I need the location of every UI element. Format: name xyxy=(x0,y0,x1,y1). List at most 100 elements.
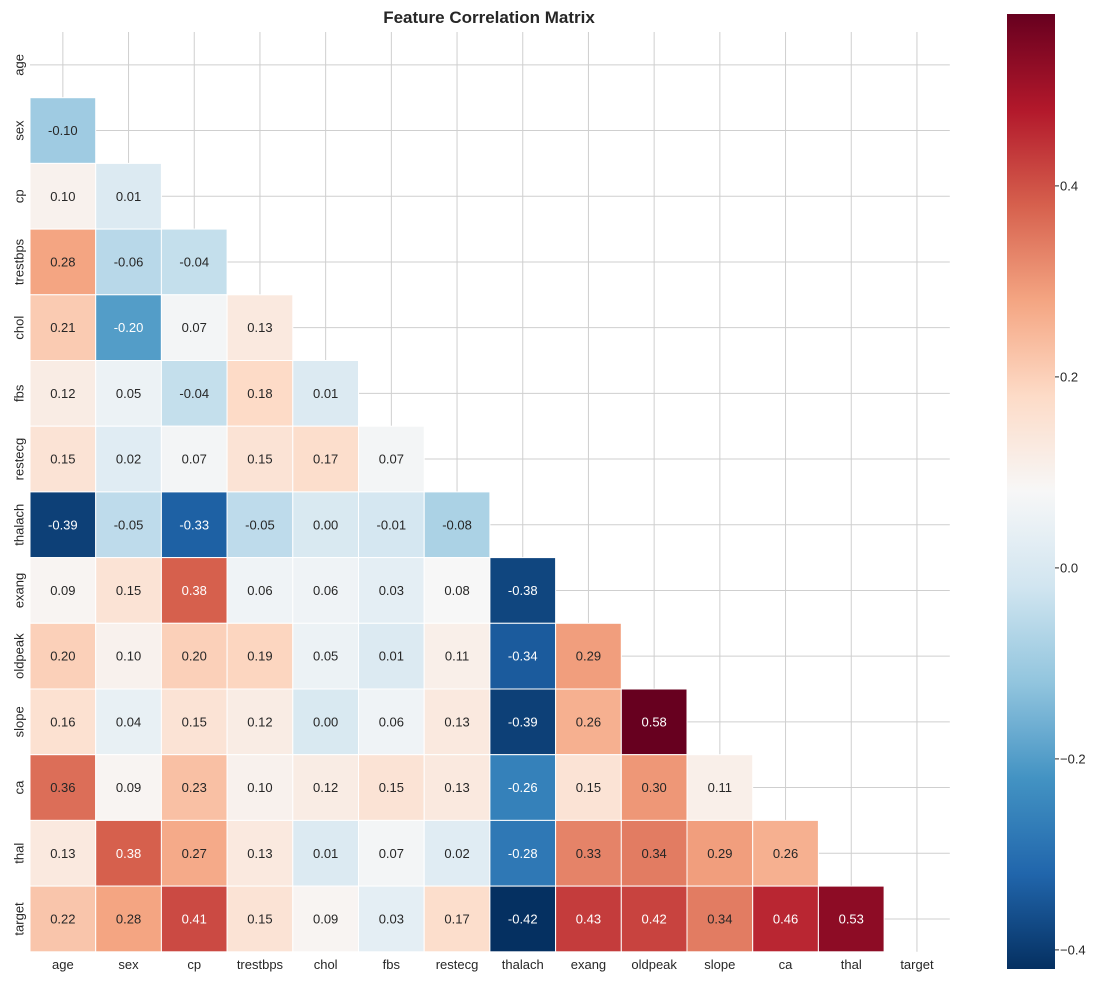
heatmap-cell xyxy=(358,557,425,624)
cell-value-label: 0.07 xyxy=(182,452,207,467)
heatmap-cell xyxy=(555,622,622,690)
cell-value-label: 0.06 xyxy=(313,583,338,598)
y-tick-label: exang xyxy=(11,573,26,608)
x-tick-label: age xyxy=(52,957,74,972)
cell-value-label: 0.15 xyxy=(116,583,141,598)
x-tick-label: target xyxy=(900,957,934,972)
colorbar-tick-label: 0.2 xyxy=(1060,369,1078,384)
cell-value-label: 0.18 xyxy=(247,386,272,401)
heatmap-cell xyxy=(95,228,162,296)
heatmap-cell xyxy=(489,688,557,756)
cell-value-label: 0.15 xyxy=(379,780,404,795)
y-tick-label: sex xyxy=(11,120,26,141)
heatmap-cell xyxy=(226,688,294,756)
cell-value-label: 0.21 xyxy=(50,320,75,335)
heatmap-cell xyxy=(423,819,491,887)
cell-value-label: 0.12 xyxy=(247,714,272,729)
heatmap-cell xyxy=(95,425,162,493)
heatmap-cell xyxy=(95,557,162,624)
x-tick-label: cp xyxy=(187,957,201,972)
heatmap-cell xyxy=(226,294,294,361)
heatmap-cell xyxy=(160,491,228,559)
x-tick-label: slope xyxy=(704,957,735,972)
heatmap-cell xyxy=(555,688,622,756)
cell-value-label: 0.20 xyxy=(182,649,207,664)
cell-value-label: 0.09 xyxy=(50,583,75,598)
cell-value-label: 0.08 xyxy=(444,583,469,598)
heatmap-cell xyxy=(160,754,228,821)
cell-value-label: 0.16 xyxy=(50,714,75,729)
colorbar-tick-label: 0.4 xyxy=(1060,178,1078,193)
heatmap-cell xyxy=(29,228,97,296)
cell-value-label: 0.27 xyxy=(182,846,207,861)
heatmap-cell xyxy=(686,754,754,821)
heatmap-cell xyxy=(423,491,491,559)
cell-value-label: 0.09 xyxy=(116,780,141,795)
x-tick-label: restecg xyxy=(436,957,479,972)
cell-value-label: 0.10 xyxy=(116,649,141,664)
cell-value-label: 0.04 xyxy=(116,714,141,729)
cell-value-label: 0.00 xyxy=(313,714,338,729)
heatmap-cell xyxy=(226,491,294,559)
cell-value-label: 0.11 xyxy=(708,780,732,795)
y-tick-label: ca xyxy=(11,780,26,795)
heatmap-cell xyxy=(292,754,359,821)
y-tick-label: chol xyxy=(11,316,26,340)
cell-value-label: 0.46 xyxy=(773,911,798,926)
cell-value-label: 0.26 xyxy=(773,846,798,861)
x-tick-label: thal xyxy=(841,957,862,972)
heatmap-cell xyxy=(358,622,425,690)
y-tick-label: trestbps xyxy=(11,238,26,285)
x-tick-label: thalach xyxy=(502,957,544,972)
heatmap-cell xyxy=(620,885,688,953)
cell-value-label: 0.13 xyxy=(247,320,272,335)
cell-value-label: 0.09 xyxy=(313,911,338,926)
heatmap-cell xyxy=(358,754,425,821)
x-tick-label: sex xyxy=(118,957,139,972)
x-tick-label: exang xyxy=(571,957,606,972)
cell-value-label: 0.29 xyxy=(576,649,601,664)
cell-value-label: 0.01 xyxy=(116,189,141,204)
x-tick-label: oldpeak xyxy=(631,957,677,972)
heatmap-cell xyxy=(226,360,294,427)
heatmap-cell xyxy=(95,622,162,690)
heatmap-cell xyxy=(160,688,228,756)
heatmap-cell xyxy=(29,425,97,493)
cell-value-label: 0.02 xyxy=(444,846,469,861)
heatmap-cell xyxy=(358,819,425,887)
colorbar-tick-label: −0.4 xyxy=(1060,942,1086,957)
cell-value-label: 0.19 xyxy=(247,649,272,664)
heatmap-cell xyxy=(489,885,557,953)
y-tick-label: restecg xyxy=(11,438,26,481)
cell-value-label: -0.33 xyxy=(179,517,209,532)
cell-value-label: 0.38 xyxy=(182,583,207,598)
cell-value-label: 0.15 xyxy=(247,911,272,926)
cell-value-label: 0.07 xyxy=(379,846,404,861)
cell-value-label: -0.39 xyxy=(48,517,78,532)
cell-value-label: 0.53 xyxy=(839,911,864,926)
heatmap-cell xyxy=(29,97,97,164)
cell-value-label: 0.13 xyxy=(444,714,469,729)
cell-value-label: 0.58 xyxy=(641,714,666,729)
cell-value-label: 0.05 xyxy=(313,649,338,664)
heatmap-cell xyxy=(358,885,425,953)
heatmap-cell xyxy=(620,754,688,821)
heatmap-cell xyxy=(95,360,162,427)
cell-value-label: 0.05 xyxy=(116,386,141,401)
y-tick-label: slope xyxy=(11,706,26,737)
cell-value-label: 0.02 xyxy=(116,452,141,467)
cell-value-label: -0.04 xyxy=(179,386,209,401)
cell-value-label: 0.12 xyxy=(50,386,75,401)
cell-value-label: 0.00 xyxy=(313,517,338,532)
heatmap-cell xyxy=(226,885,294,953)
cell-value-label: -0.05 xyxy=(245,517,275,532)
heatmap-cell xyxy=(292,425,359,493)
x-tick-label: trestbps xyxy=(237,957,284,972)
cell-value-label: 0.06 xyxy=(247,583,272,598)
heatmap-cell xyxy=(423,885,491,953)
cell-value-label: 0.38 xyxy=(116,846,141,861)
cell-value-label: 0.28 xyxy=(50,254,75,269)
cell-value-label: 0.17 xyxy=(444,911,469,926)
y-tick-label: fbs xyxy=(11,384,26,402)
